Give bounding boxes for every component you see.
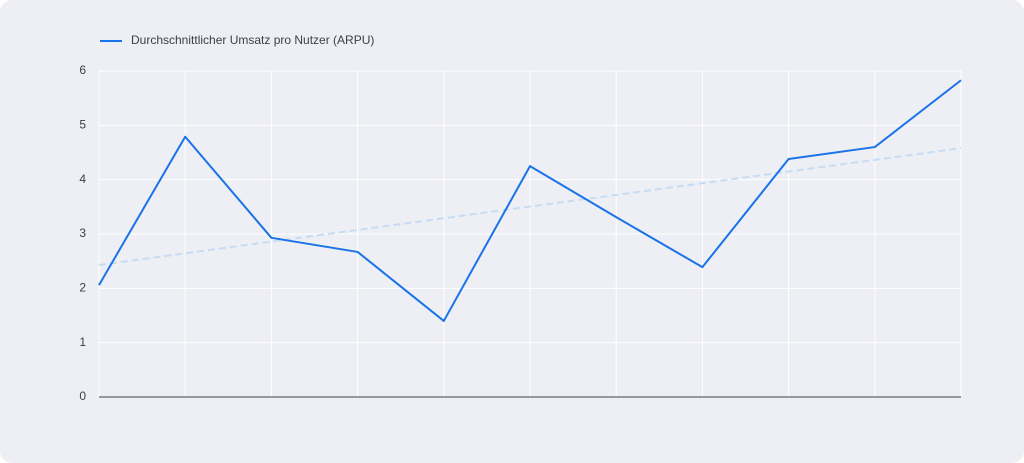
y-tick-label: 6 (79, 63, 86, 77)
trendline (98, 147, 962, 266)
line (98, 79, 962, 322)
y-tick-label: 0 (79, 389, 86, 403)
y-tick-label: 5 (79, 118, 86, 132)
y-tick-label: 2 (79, 281, 86, 295)
legend-label: Durchschnittlicher Umsatz pro Nutzer (AR… (131, 33, 374, 47)
y-tick-label: 4 (79, 172, 86, 186)
y-tick-label: 3 (79, 226, 86, 240)
y-tick-label: 1 (79, 335, 86, 349)
